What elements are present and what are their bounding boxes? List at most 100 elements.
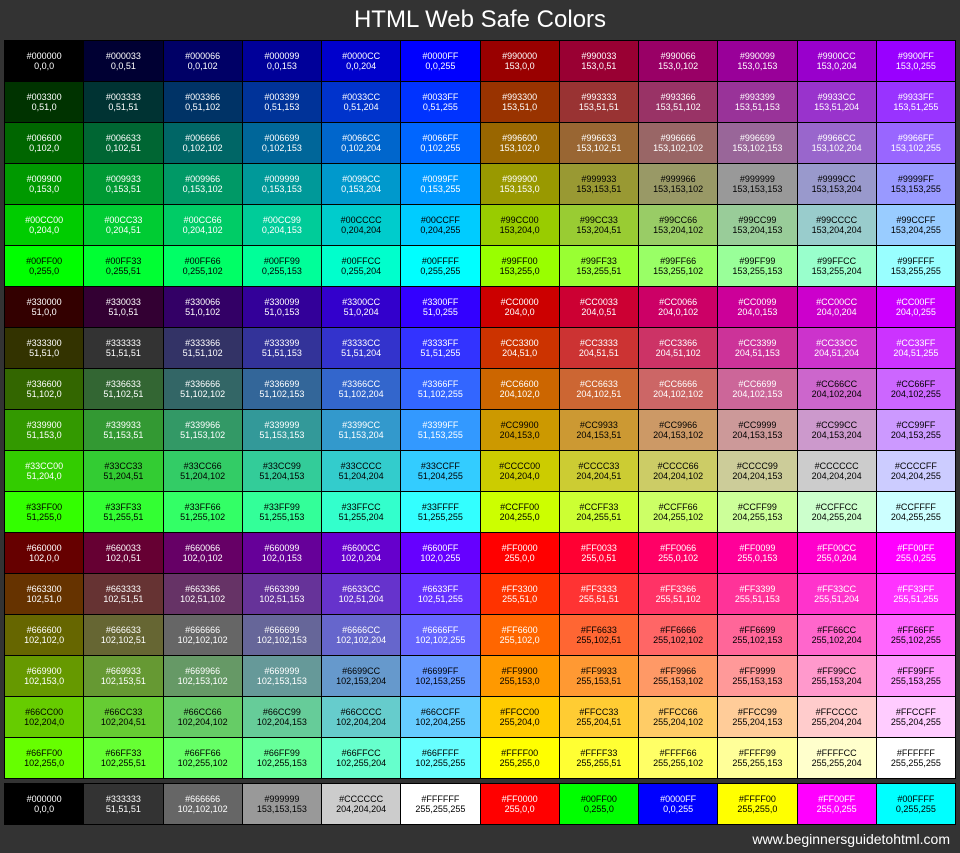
swatch-hex: #9999FF xyxy=(898,174,934,184)
swatch-rgb: 0,51,102 xyxy=(185,102,220,112)
swatch-hex: #993399 xyxy=(740,92,775,102)
color-swatch-FF9999: #FF9999255,153,153 xyxy=(718,656,796,696)
swatch-hex: #CC9966 xyxy=(659,420,697,430)
swatch-hex: #CC9900 xyxy=(501,420,539,430)
swatch-hex: #33CCCC xyxy=(341,461,382,471)
swatch-rgb: 0,0,255 xyxy=(663,804,693,814)
swatch-rgb: 0,255,255 xyxy=(896,804,936,814)
color-swatch-3333CC: #3333CC51,51,204 xyxy=(322,328,400,368)
color-swatch-663300: #663300102,51,0 xyxy=(5,574,83,614)
swatch-rgb: 255,153,102 xyxy=(653,676,703,686)
swatch-hex: #66CC66 xyxy=(184,707,222,717)
color-swatch-993366: #993366153,51,102 xyxy=(639,82,717,122)
color-swatch-663399: #663399102,51,153 xyxy=(243,574,321,614)
swatch-hex: #990000 xyxy=(502,51,537,61)
color-swatch-3366CC: #3366CC51,102,204 xyxy=(322,369,400,409)
color-swatch-009999: #0099990,153,153 xyxy=(243,164,321,204)
swatch-rgb: 102,0,102 xyxy=(183,553,223,563)
swatch-hex: #FF00CC xyxy=(817,543,856,553)
swatch-rgb: 51,153,51 xyxy=(103,430,143,440)
swatch-hex: #FFFF00 xyxy=(501,748,538,758)
color-swatch-33CC33: #33CC3351,204,51 xyxy=(84,451,162,491)
color-swatch-99FF66: #99FF66153,255,102 xyxy=(639,246,717,286)
swatch-hex: #330099 xyxy=(264,297,299,307)
color-swatch-CC33CC: #CC33CC204,51,204 xyxy=(798,328,876,368)
color-swatch-66FFCC: #66FFCC102,255,204 xyxy=(322,738,400,778)
swatch-hex: #FFFF66 xyxy=(660,748,697,758)
color-swatch-336699: #33669951,102,153 xyxy=(243,369,321,409)
color-swatch-66FF66: #66FF66102,255,102 xyxy=(164,738,242,778)
color-swatch-FF66CC: #FF66CC255,102,204 xyxy=(798,615,876,655)
swatch-rgb: 255,51,153 xyxy=(735,594,780,604)
swatch-hex: #CC3399 xyxy=(738,338,776,348)
color-swatch-FFFFCC: #FFFFCC255,255,204 xyxy=(798,738,876,778)
swatch-rgb: 204,102,153 xyxy=(732,389,782,399)
swatch-hex: #00CCCC xyxy=(341,215,382,225)
swatch-rgb: 204,204,255 xyxy=(891,471,941,481)
color-swatch-CCCCFF: #CCCCFF204,204,255 xyxy=(877,451,955,491)
swatch-hex: #3300CC xyxy=(342,297,380,307)
color-swatch-FF9966: #FF9966255,153,102 xyxy=(639,656,717,696)
swatch-hex: #33CC66 xyxy=(184,461,222,471)
color-swatch-CC0000: #CC0000204,0,0 xyxy=(481,287,559,327)
swatch-hex: #66FF66 xyxy=(185,748,221,758)
swatch-hex: #660066 xyxy=(185,543,220,553)
swatch-rgb: 255,204,255 xyxy=(891,717,941,727)
swatch-hex: #99FF66 xyxy=(660,256,696,266)
swatch-rgb: 102,0,204 xyxy=(341,553,381,563)
swatch-hex: #663366 xyxy=(185,584,220,594)
swatch-rgb: 153,0,255 xyxy=(896,61,936,71)
swatch-hex: #333333 xyxy=(106,338,141,348)
color-swatch-99CC66: #99CC66153,204,102 xyxy=(639,205,717,245)
swatch-rgb: 255,102,0 xyxy=(500,635,540,645)
color-swatch-330066: #33006651,0,102 xyxy=(164,287,242,327)
color-swatch-66CC66: #66CC66102,204,102 xyxy=(164,697,242,737)
swatch-rgb: 51,102,102 xyxy=(180,389,225,399)
swatch-rgb: 255,51,102 xyxy=(656,594,701,604)
swatch-rgb: 204,51,102 xyxy=(656,348,701,358)
swatch-hex: #FF9999 xyxy=(739,666,775,676)
color-swatch-669999: #669999102,153,153 xyxy=(243,656,321,696)
swatch-rgb: 51,51,51 xyxy=(106,348,141,358)
color-swatch-006600: #0066000,102,0 xyxy=(5,123,83,163)
color-swatch-3300CC: #3300CC51,0,204 xyxy=(322,287,400,327)
swatch-rgb: 51,204,255 xyxy=(418,471,463,481)
color-swatch-0066FF: #0066FF0,102,255 xyxy=(401,123,479,163)
swatch-rgb: 153,51,255 xyxy=(893,102,938,112)
color-swatch-66CC99: #66CC99102,204,153 xyxy=(243,697,321,737)
swatch-rgb: 0,204,204 xyxy=(341,225,381,235)
swatch-hex: #0033CC xyxy=(342,92,380,102)
swatch-rgb: 0,255,204 xyxy=(341,266,381,276)
color-swatch-666666: #666666102,102,102 xyxy=(164,615,242,655)
swatch-hex: #669999 xyxy=(264,666,299,676)
color-swatch-999900: #999900153,153,0 xyxy=(481,164,559,204)
swatch-hex: #990099 xyxy=(740,51,775,61)
color-swatch-base-8: #0000FF0,0,255 xyxy=(639,784,717,824)
color-swatch-CC3333: #CC3333204,51,51 xyxy=(560,328,638,368)
color-swatch-666633: #666633102,102,51 xyxy=(84,615,162,655)
color-swatch-6600CC: #6600CC102,0,204 xyxy=(322,533,400,573)
swatch-hex: #00CC99 xyxy=(263,215,301,225)
color-swatch-999966: #999966153,153,102 xyxy=(639,164,717,204)
swatch-hex: #6600CC xyxy=(342,543,380,553)
swatch-hex: #669966 xyxy=(185,666,220,676)
swatch-hex: #9999CC xyxy=(818,174,856,184)
swatch-rgb: 102,255,0 xyxy=(24,758,64,768)
swatch-rgb: 153,51,102 xyxy=(656,102,701,112)
swatch-rgb: 153,102,153 xyxy=(732,143,782,153)
swatch-rgb: 102,204,153 xyxy=(257,717,307,727)
color-swatch-FF6600: #FF6600255,102,0 xyxy=(481,615,559,655)
swatch-hex: #CC99FF xyxy=(896,420,935,430)
color-swatch-33CCFF: #33CCFF51,204,255 xyxy=(401,451,479,491)
swatch-hex: #336600 xyxy=(27,379,62,389)
swatch-hex: #996699 xyxy=(740,133,775,143)
swatch-rgb: 204,204,204 xyxy=(812,471,862,481)
swatch-hex: #CCCCCC xyxy=(815,461,859,471)
swatch-rgb: 51,102,51 xyxy=(103,389,143,399)
color-swatch-CC9900: #CC9900204,153,0 xyxy=(481,410,559,450)
swatch-hex: #663333 xyxy=(106,584,141,594)
swatch-rgb: 51,0,0 xyxy=(32,307,57,317)
swatch-hex: #99FF00 xyxy=(502,256,538,266)
color-swatch-9900CC: #9900CC153,0,204 xyxy=(798,41,876,81)
swatch-hex: #006633 xyxy=(106,133,141,143)
